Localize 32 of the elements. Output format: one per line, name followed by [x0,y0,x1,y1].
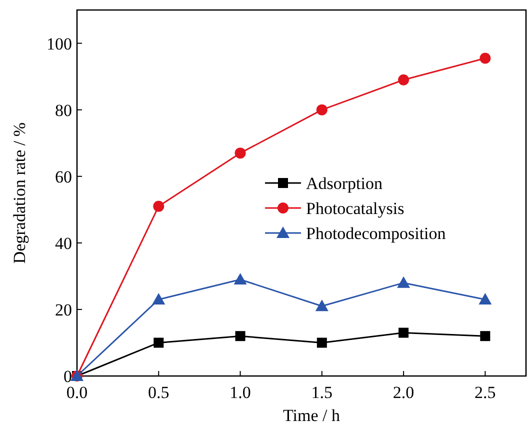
point [316,338,327,348]
y-axis-title: Degradation rate / % [10,122,29,264]
x-tick-label: 1.0 [230,383,251,402]
y-tick-label: 40 [55,234,72,253]
y-tick-label: 80 [55,100,72,120]
point [398,74,410,86]
y-tick-label: 20 [55,300,72,320]
point [478,292,492,304]
y-tick-label: 0 [64,367,72,386]
x-tick-label: 2.5 [474,383,496,402]
point [315,300,328,312]
y-tick-label: 60 [55,167,72,186]
x-tick-label: 0.0 [66,383,88,402]
point [397,276,410,288]
legend-label: Photodecomposition [306,224,446,243]
legend-label: Photocatalysis [306,199,404,218]
y-tick-label: 100 [46,34,72,54]
x-tick-label: 1.5 [311,383,333,402]
point [152,292,166,304]
x-axis-title: Time / h [282,406,340,425]
point [480,331,490,342]
point [234,148,246,159]
point [480,52,491,64]
point [235,331,246,342]
point [316,104,328,116]
x-tick-label: 0.5 [148,383,170,402]
point [234,273,247,285]
point [153,200,164,212]
legend-label: Adsorption [306,174,383,193]
point [398,328,409,338]
point [154,338,164,348]
x-tick-label: 2.0 [392,383,414,402]
